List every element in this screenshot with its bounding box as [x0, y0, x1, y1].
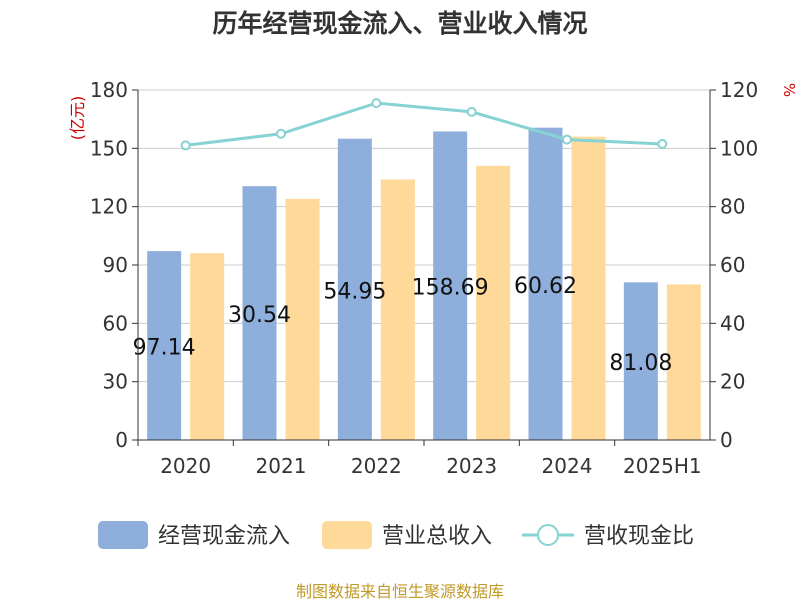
- x-tick-label: 2025H1: [623, 454, 702, 478]
- bar-cash-inflow: [433, 131, 468, 441]
- bar-cash-inflow: [147, 251, 182, 440]
- ratio-line: [180, 98, 668, 151]
- y2-tick-label: 0: [720, 428, 733, 452]
- x-tick-label: 2022: [351, 454, 402, 478]
- y-tick-label: 120: [90, 195, 128, 219]
- chart-title: 历年经营现金流入、营业收入情况: [212, 9, 588, 38]
- data-label: 60.62: [514, 274, 577, 299]
- y2-tick-label: 120: [720, 78, 758, 102]
- ratio-line-path: [185, 101, 663, 147]
- x-tick-label: 2024: [542, 454, 593, 478]
- ratio-point: [562, 134, 572, 145]
- bars: [147, 127, 701, 441]
- y2-tick-label: 100: [720, 136, 758, 160]
- y-tick-label: 30: [103, 370, 128, 394]
- ratio-point: [657, 138, 668, 149]
- bar-revenue: [190, 253, 225, 440]
- ratio-point: [276, 128, 286, 139]
- x-tick-label: 2021: [256, 454, 307, 478]
- data-label: 81.08: [609, 351, 672, 376]
- y-axis-label: (亿元): [68, 96, 87, 141]
- data-label: 30.54: [228, 303, 291, 328]
- ratio-point: [466, 106, 477, 117]
- bar-revenue: [476, 165, 511, 441]
- y2-axis-label: %: [780, 83, 798, 97]
- data-label: 54.95: [323, 279, 386, 304]
- legend-label-ratio: 营收现金比: [584, 524, 694, 549]
- data-label: 97.14: [133, 336, 196, 361]
- y-tick-label: 150: [90, 136, 128, 160]
- data-label: 158.69: [412, 276, 489, 301]
- legend-swatch-ratio-marker: [537, 524, 559, 546]
- legend: 经营现金流入 营业总收入 营收现金比: [98, 521, 694, 549]
- legend-swatch-cash-inflow: [98, 521, 148, 549]
- bar-revenue: [571, 136, 606, 440]
- bar-revenue: [380, 179, 415, 440]
- y2-tick-label: 40: [720, 311, 745, 335]
- bar-revenue: [285, 198, 320, 440]
- ratio-point: [180, 140, 191, 151]
- legend-label-cash-inflow: 经营现金流入: [158, 524, 290, 549]
- ratio-point: [371, 98, 382, 109]
- y2-tick-label: 60: [720, 253, 745, 277]
- y2-tick-label: 80: [720, 195, 745, 219]
- bar-revenue: [666, 284, 701, 440]
- bar-cash-inflow: [528, 127, 563, 440]
- legend-swatch-revenue: [322, 521, 372, 549]
- legend-label-revenue: 营业总收入: [382, 524, 492, 549]
- y-tick-label: 60: [103, 311, 128, 335]
- bar-cash-inflow: [337, 138, 372, 441]
- source-note: 制图数据来自恒生聚源数据库: [295, 582, 504, 601]
- data-labels: 97.14 30.54 54.95 158.69 60.62 81.08: [133, 274, 673, 376]
- bar-cash-inflow: [242, 186, 277, 440]
- y2-tick-label: 20: [720, 370, 745, 394]
- x-tick-label: 2020: [160, 454, 211, 478]
- y-tick-label: 180: [90, 78, 128, 102]
- y-tick-label: 90: [103, 253, 128, 277]
- y-tick-label: 0: [115, 428, 128, 452]
- bar-cash-inflow: [623, 282, 658, 440]
- axes: 0 30 60 90 120 150 180 0 20 40 60 80 100 120 (亿元)% 2020…: [68, 78, 798, 478]
- x-tick-label: 2023: [446, 454, 497, 478]
